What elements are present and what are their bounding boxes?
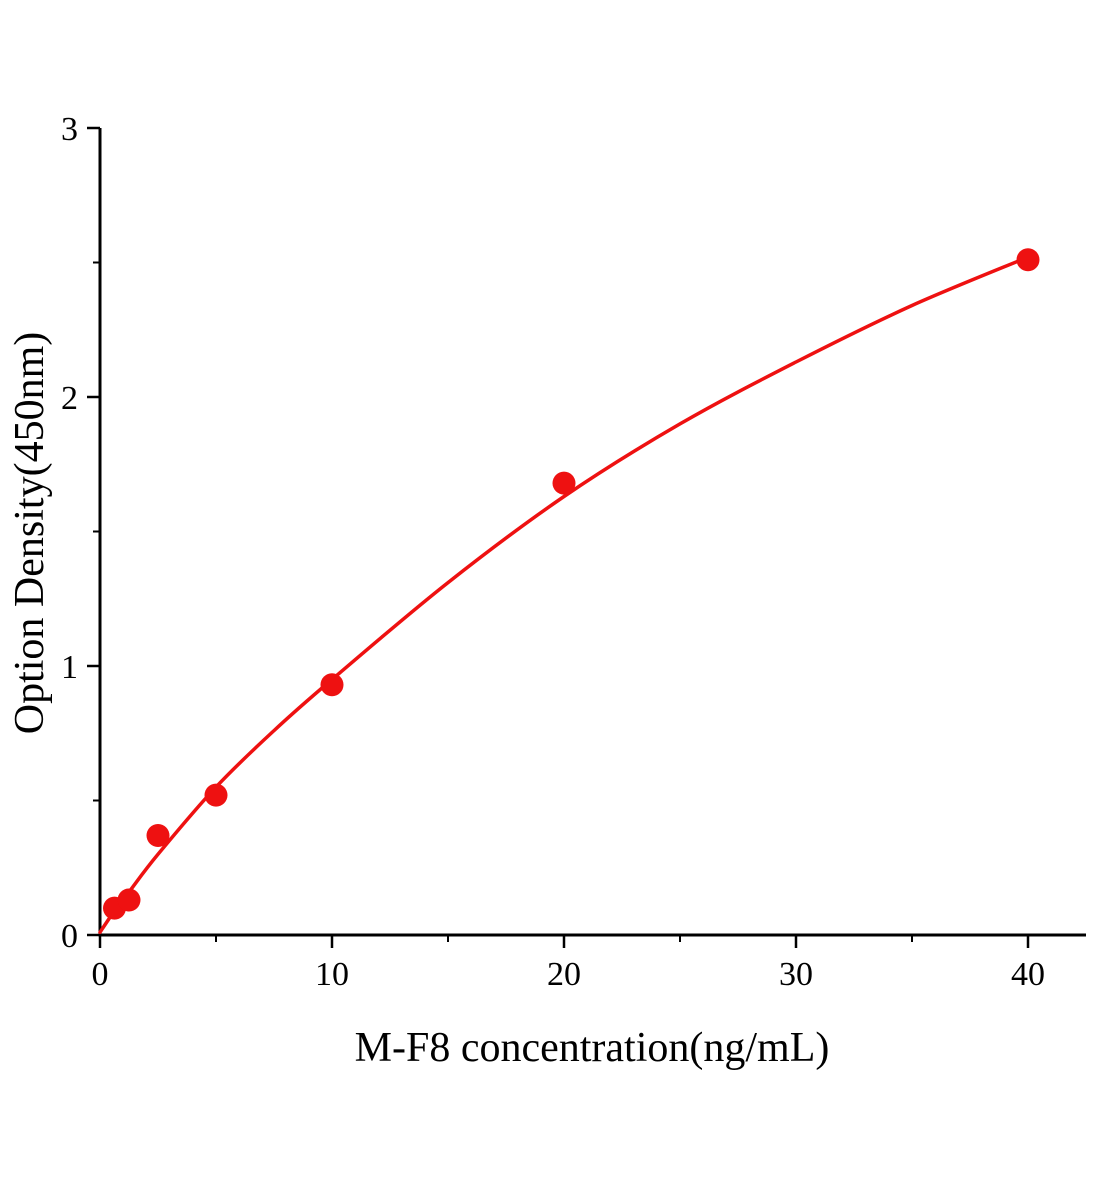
y-tick-label: 1 — [61, 649, 78, 686]
x-tick-label: 20 — [547, 956, 581, 993]
x-tick-label: 40 — [1011, 956, 1045, 993]
y-tick-label: 2 — [61, 380, 78, 417]
y-axis-title: Option Density(450nm) — [7, 331, 53, 735]
x-tick-label: 0 — [92, 956, 109, 993]
y-tick-label: 0 — [61, 918, 78, 955]
data-point — [1016, 248, 1040, 272]
y-tick-label: 3 — [61, 111, 78, 148]
data-point — [320, 673, 344, 697]
data-point — [146, 824, 170, 847]
x-tick-label: 10 — [315, 956, 349, 993]
x-tick-label: 30 — [779, 956, 813, 993]
x-axis-title: M-F8 concentration(ng/mL) — [354, 1025, 830, 1071]
data-point — [117, 888, 141, 912]
data-point — [552, 471, 576, 495]
data-point — [204, 783, 228, 807]
fitted-curve — [98, 255, 1030, 935]
